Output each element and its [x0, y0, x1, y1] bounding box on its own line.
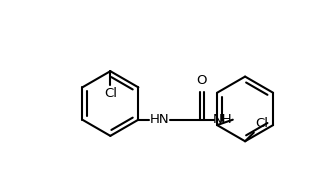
- Text: HN: HN: [150, 113, 169, 126]
- Text: O: O: [197, 74, 207, 87]
- Text: Cl: Cl: [256, 117, 268, 130]
- Text: Cl: Cl: [104, 87, 117, 100]
- Text: NH: NH: [213, 113, 232, 126]
